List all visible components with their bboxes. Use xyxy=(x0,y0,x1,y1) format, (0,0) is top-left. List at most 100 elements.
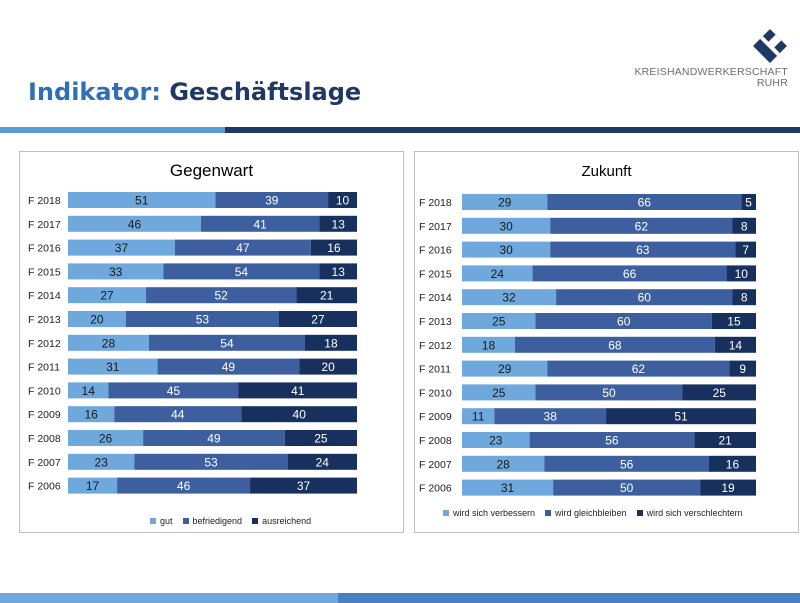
data-label: 28 xyxy=(496,457,510,471)
data-label: 14 xyxy=(82,384,96,398)
bar-segment xyxy=(163,263,320,280)
bar-segment xyxy=(68,406,115,423)
data-label: 52 xyxy=(214,289,228,303)
bar-segment xyxy=(328,192,357,208)
legend-swatch-gut xyxy=(150,518,156,524)
data-label: 49 xyxy=(222,360,236,374)
legend-label-befriedigend: befriedigend xyxy=(192,516,243,526)
category-label: F 2008 xyxy=(28,433,61,445)
data-label: 29 xyxy=(498,362,512,376)
data-label: 62 xyxy=(635,219,649,233)
bar-segment xyxy=(299,358,357,375)
data-label: 56 xyxy=(605,434,619,448)
bar-segment xyxy=(462,217,551,234)
data-label: 11 xyxy=(472,410,485,424)
data-label: 45 xyxy=(167,384,181,398)
category-label: F 2016 xyxy=(419,245,452,257)
data-label: 7 xyxy=(742,243,749,257)
bar-segment xyxy=(462,336,515,353)
data-label: 20 xyxy=(321,360,335,374)
chart-panel-zukunft: Zukunft F 2018 29 66 5 F 2017 30 62 8 F 2016 30 63… xyxy=(414,151,799,533)
chart-gegenwart: F 2018 51 39 10 F 2017 46 41 13 F 2016 37 47 16 F 20… xyxy=(28,192,357,494)
category-label: F 2006 xyxy=(419,483,452,495)
bar-segment xyxy=(550,217,733,234)
category-label: F 2017 xyxy=(419,221,452,233)
category-label: F 2013 xyxy=(28,314,61,326)
footer-bar-mid xyxy=(338,593,800,603)
data-label: 49 xyxy=(207,432,221,446)
category-label: F 2017 xyxy=(28,219,61,231)
data-label: 16 xyxy=(84,408,98,422)
category-label: F 2013 xyxy=(419,316,452,328)
bar-segment xyxy=(694,432,756,448)
data-label: 25 xyxy=(314,432,328,446)
bar-segment xyxy=(462,384,536,401)
data-label: 54 xyxy=(235,265,249,279)
category-label: F 2010 xyxy=(419,387,452,399)
bar-segment xyxy=(556,289,733,306)
legend-swatch-verbessern xyxy=(443,510,449,516)
legend-swatch-befriedigend xyxy=(182,518,189,524)
bar-segment xyxy=(606,408,756,425)
bar-segment xyxy=(547,360,730,377)
bar-segment xyxy=(532,265,727,282)
bar-segment xyxy=(200,215,320,232)
data-label: 50 xyxy=(620,481,634,495)
data-label: 24 xyxy=(491,267,505,281)
bar-segment xyxy=(732,289,756,306)
data-label: 68 xyxy=(608,338,622,352)
bar-segment xyxy=(250,477,357,494)
data-label: 16 xyxy=(726,457,740,471)
bar-segment xyxy=(462,194,548,210)
bar-segment xyxy=(726,265,756,282)
bar-segment xyxy=(462,313,536,329)
data-label: 21 xyxy=(320,289,334,303)
category-label: F 2009 xyxy=(419,411,452,423)
data-label: 5 xyxy=(745,196,752,210)
bar-segment xyxy=(529,432,695,448)
legend-item-wird-sich-verbessern: wird sich verbessern xyxy=(443,508,535,518)
data-label: 41 xyxy=(254,217,268,231)
data-label: 10 xyxy=(735,267,749,281)
data-label: 14 xyxy=(729,338,743,352)
data-label: 38 xyxy=(544,410,558,424)
data-label: 46 xyxy=(177,479,191,493)
bar-segment xyxy=(143,430,285,446)
bar-segment xyxy=(146,287,297,304)
data-label: 13 xyxy=(332,217,346,231)
bar-segment xyxy=(125,311,279,327)
logo-text-line1: KREISHANDWERKERSCHAFT xyxy=(634,66,788,78)
bar-segment xyxy=(535,384,683,401)
data-label: 29 xyxy=(498,196,512,210)
data-label: 18 xyxy=(324,336,338,350)
bar-segment xyxy=(304,334,357,351)
data-label: 8 xyxy=(741,219,748,233)
data-label: 25 xyxy=(492,386,506,400)
bar-segment xyxy=(68,287,147,304)
bar-segment xyxy=(550,241,736,258)
bar-segment xyxy=(735,241,756,258)
data-label: 27 xyxy=(100,289,114,303)
data-label: 26 xyxy=(99,432,113,446)
bar-segment xyxy=(462,241,551,258)
data-label: 31 xyxy=(501,481,515,495)
data-label: 24 xyxy=(316,455,330,469)
data-label: 62 xyxy=(632,362,646,376)
category-label: F 2009 xyxy=(28,409,61,421)
legend-label-verschlechtern: wird sich verschlechtern xyxy=(646,508,743,518)
bar-segment xyxy=(68,192,216,208)
bar-segment xyxy=(238,382,357,399)
category-label: F 2010 xyxy=(28,385,61,397)
bar-segment xyxy=(708,455,756,472)
data-label: 44 xyxy=(171,408,185,422)
logo-text-line2: RUHR xyxy=(756,77,788,89)
bar-segment xyxy=(462,265,533,282)
data-label: 25 xyxy=(713,386,727,400)
data-label: 60 xyxy=(617,315,631,329)
bar-segment xyxy=(462,479,554,496)
data-label: 13 xyxy=(332,265,346,279)
bar-segment xyxy=(319,263,357,280)
bar-segment xyxy=(729,360,756,377)
data-label: 37 xyxy=(297,479,311,493)
data-label: 53 xyxy=(196,313,210,327)
